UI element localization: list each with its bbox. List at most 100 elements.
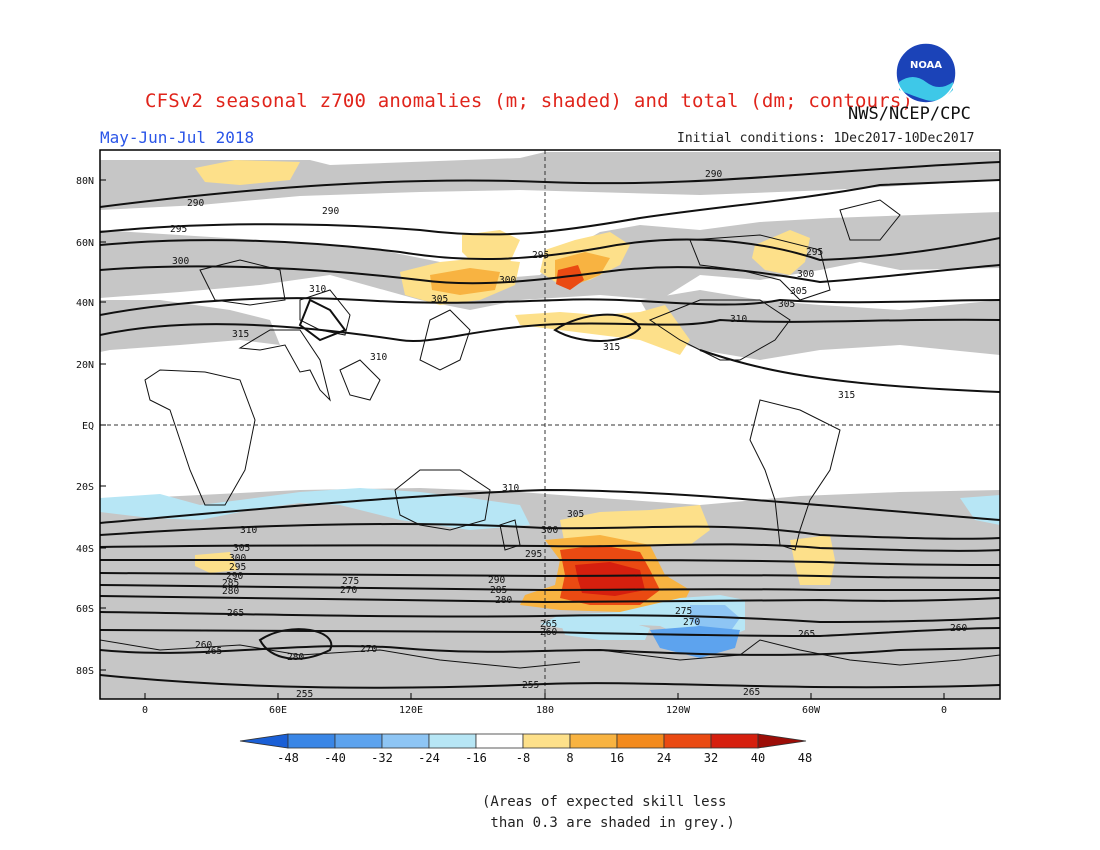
contour-label: 280: [287, 652, 304, 663]
contour-label: 295: [806, 247, 823, 258]
colorbar-tick-label: 48: [798, 751, 812, 765]
contour-label: 295: [532, 250, 549, 261]
colorbar-tick-label: -40: [324, 751, 346, 765]
contour-label: 290: [488, 575, 505, 586]
colorbar-tick-label: 40: [751, 751, 765, 765]
lon-label: 60W: [802, 705, 821, 716]
colorbar-swatch: [663, 733, 712, 749]
skill-note: (Areas of expected skill less than 0.3 a…: [482, 794, 735, 831]
contour-label: 310: [502, 483, 519, 494]
initial-conditions: Initial conditions: 1Dec2017-10Dec2017: [677, 131, 975, 146]
contour-label: 305: [778, 299, 795, 310]
axis-ticks: [100, 179, 945, 699]
contour-label: 290: [226, 571, 243, 582]
contour-label: 270: [340, 585, 357, 596]
colorbar-swatch: [757, 733, 807, 749]
colorbar-swatch: [616, 733, 665, 749]
agency-label: NWS/NCEP/CPC: [848, 104, 971, 124]
contour-label: 265: [205, 646, 222, 657]
contour-label: 315: [232, 329, 249, 340]
contour-label: 300: [172, 256, 189, 267]
lat-label: 40N: [76, 298, 94, 309]
contour-label: 315: [838, 390, 855, 401]
lat-label: 60S: [76, 604, 94, 615]
colorbar-swatch: [710, 733, 759, 749]
chart-title: CFSv2 seasonal z700 anomalies (m; shaded…: [145, 90, 914, 112]
colorbar-tick-label: 8: [566, 751, 573, 765]
contour-label: 280: [495, 595, 512, 606]
colorbar-tick-label: -16: [465, 751, 487, 765]
contour-label: 290: [705, 169, 722, 180]
noaa-logo-text: NOAA: [910, 60, 942, 71]
contour-label: 280: [222, 586, 239, 597]
height-contours: [100, 161, 1000, 689]
latitude-labels: 80N 60N 40N 20N EQ 20S 40S 60S 80S: [76, 176, 94, 677]
colorbar-tick-label: -32: [371, 751, 393, 765]
contour-label: 265: [540, 619, 557, 630]
contour-label: 295: [229, 562, 246, 573]
contour-label: 270: [683, 617, 700, 628]
forecast-period: May-Jun-Jul 2018: [100, 128, 255, 147]
contour-label: 300: [541, 525, 558, 536]
contour-label: 295: [170, 224, 187, 235]
contour-label: 270: [360, 644, 377, 655]
longitude-labels: 0 60E 120E 180 120W 60W 0: [142, 705, 947, 716]
colorbar-swatch: [334, 733, 383, 749]
contour-label: 295: [525, 549, 542, 560]
contour-label: 265: [227, 608, 244, 619]
colorbar-tick-label: -48: [277, 751, 299, 765]
lat-label: 40S: [76, 544, 94, 555]
colorbar-swatch: [475, 733, 524, 749]
contour-label: 315: [603, 342, 620, 353]
colorbar-tick-label: -24: [418, 751, 440, 765]
lat-label: 80S: [76, 666, 94, 677]
lon-label: 180: [536, 705, 554, 716]
coastlines: [100, 199, 1000, 669]
contour-label: 310: [370, 352, 387, 363]
contour-label: 285: [222, 578, 239, 589]
colorbar-tick-label: -8: [516, 751, 530, 765]
contour-label: 300: [229, 553, 246, 564]
contour-label: 260: [540, 627, 557, 638]
contour-label: 260: [950, 623, 967, 634]
contour-label: 260: [195, 640, 212, 651]
contour-label: 255: [296, 689, 313, 700]
lat-label: 20N: [76, 360, 94, 371]
lon-label: 0: [142, 705, 148, 716]
contour-label: 300: [797, 269, 814, 280]
contour-label: 255: [522, 680, 539, 691]
colorbar-swatch: [239, 733, 289, 749]
colorbar: -48 -40 -32 -24 -16 -8 8 16 24 32 40 48: [239, 733, 812, 765]
contour-label: 290: [322, 206, 339, 217]
lat-label: EQ: [82, 421, 94, 432]
contour-labels: 290 295 300 305 310 315 290 295 300 305 …: [170, 169, 967, 700]
colorbar-tick-label: 16: [610, 751, 624, 765]
lon-label: 0: [941, 705, 947, 716]
contour-label: 275: [342, 576, 359, 587]
lon-label: 120E: [399, 705, 423, 716]
lat-label: 80N: [76, 176, 94, 187]
lat-label: 60N: [76, 238, 94, 249]
noaa-logo: NOAA: [895, 42, 957, 104]
contour-label: 310: [309, 284, 326, 295]
contour-label: 305: [790, 286, 807, 297]
grid-lines: [100, 150, 1000, 699]
lon-label: 120W: [666, 705, 691, 716]
contour-label: 265: [798, 629, 815, 640]
colorbar-tick-label: 32: [704, 751, 718, 765]
contour-label: 290: [187, 198, 204, 209]
colorbar-swatch: [428, 733, 477, 749]
colorbar-swatch: [287, 733, 336, 749]
contour-label: 305: [567, 509, 584, 520]
contour-label: 305: [431, 294, 448, 305]
contour-label: 310: [240, 525, 257, 536]
colorbar-tick-label: 24: [657, 751, 671, 765]
contour-label: 285: [490, 585, 507, 596]
lat-label: 20S: [76, 482, 94, 493]
lon-label: 60E: [269, 705, 287, 716]
colorbar-swatch: [381, 733, 430, 749]
contour-label: 310: [730, 314, 747, 325]
contour-label: 275: [675, 606, 692, 617]
colorbar-swatch: [522, 733, 571, 749]
